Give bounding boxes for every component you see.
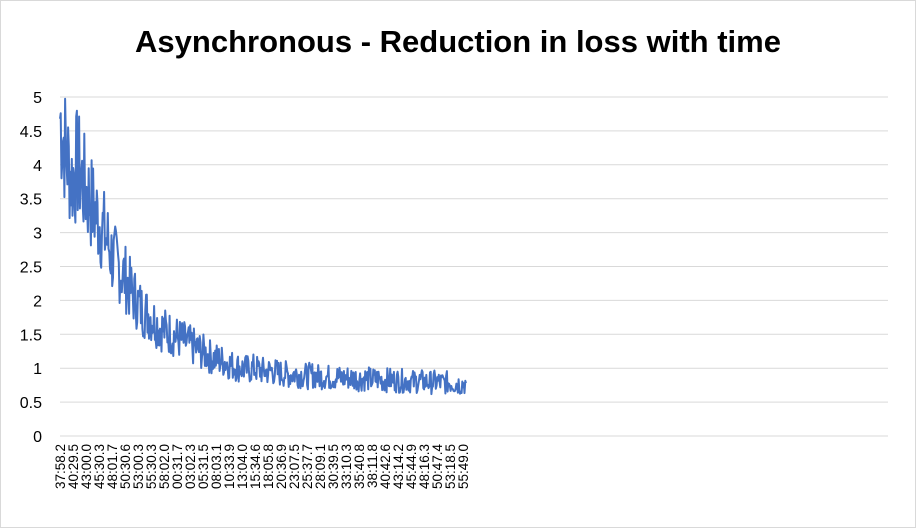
y-tick-label: 1.5	[20, 327, 42, 344]
x-tick-label: 38:11.8	[365, 444, 380, 488]
x-axis-ticks: 37:58.240:29.543:00.045:30.348:01.750:30…	[53, 444, 471, 490]
x-tick-label: 33:10.3	[339, 444, 354, 489]
y-axis-ticks: 0 0.5 1 1.5 2 2.5 3 3.5 4 4.5 5	[20, 90, 42, 446]
x-tick-label: 58:02.0	[157, 444, 172, 489]
y-tick-label: 2	[33, 293, 42, 310]
x-tick-label: 45:30.3	[92, 444, 107, 489]
x-tick-label: 05:31.5	[196, 444, 211, 489]
x-tick-label: 48:01.7	[105, 444, 120, 489]
x-tick-label: 55:49.0	[456, 444, 471, 489]
x-tick-label: 48:16.3	[417, 444, 432, 489]
y-tick-label: 4.5	[20, 124, 42, 141]
x-tick-label: 08:03.1	[209, 444, 224, 489]
y-tick-label: 4	[33, 158, 42, 175]
y-tick-label: 3.5	[20, 192, 42, 209]
chart-title: Asynchronous - Reduction in loss with ti…	[135, 24, 781, 59]
x-tick-label: 03:02.3	[183, 444, 198, 489]
x-tick-label: 53:18.5	[443, 444, 458, 489]
x-tick-label: 00:31.7	[170, 444, 185, 489]
x-tick-label: 53:00.3	[131, 444, 146, 489]
series-group	[59, 97, 467, 396]
y-tick-label: 2.5	[20, 260, 42, 277]
x-tick-label: 43:00.0	[79, 444, 94, 489]
x-tick-label: 35:40.8	[352, 444, 367, 489]
x-tick-label: 50:30.6	[118, 444, 133, 489]
x-tick-label: 55:30.3	[144, 444, 159, 489]
y-tick-label: 3	[33, 226, 42, 243]
x-tick-label: 45:44.9	[404, 444, 419, 489]
x-tick-label: 23:07.5	[287, 444, 302, 489]
x-tick-label: 10:33.9	[222, 444, 237, 489]
y-tick-label: 1	[33, 361, 42, 378]
y-tick-label: 0	[33, 429, 42, 446]
x-tick-label: 50:47.4	[430, 444, 445, 490]
gridlines	[60, 96, 888, 437]
series-line	[59, 97, 467, 396]
y-tick-label: 0.5	[20, 395, 42, 412]
x-tick-label: 13:04.0	[235, 444, 250, 489]
x-tick-label: 18:05.8	[261, 444, 276, 489]
x-tick-label: 43:14.2	[391, 444, 406, 489]
x-tick-label: 40:29.5	[66, 444, 81, 489]
x-tick-label: 25:37.7	[300, 444, 315, 489]
x-tick-label: 37:58.2	[53, 444, 68, 489]
x-tick-label: 30:39.5	[326, 444, 341, 489]
y-tick-label: 5	[33, 90, 42, 107]
x-tick-label: 28:09.1	[313, 444, 328, 489]
x-tick-label: 40:42.6	[378, 444, 393, 489]
x-tick-label: 20:36.9	[274, 444, 289, 489]
x-tick-label: 15:34.6	[248, 444, 263, 489]
